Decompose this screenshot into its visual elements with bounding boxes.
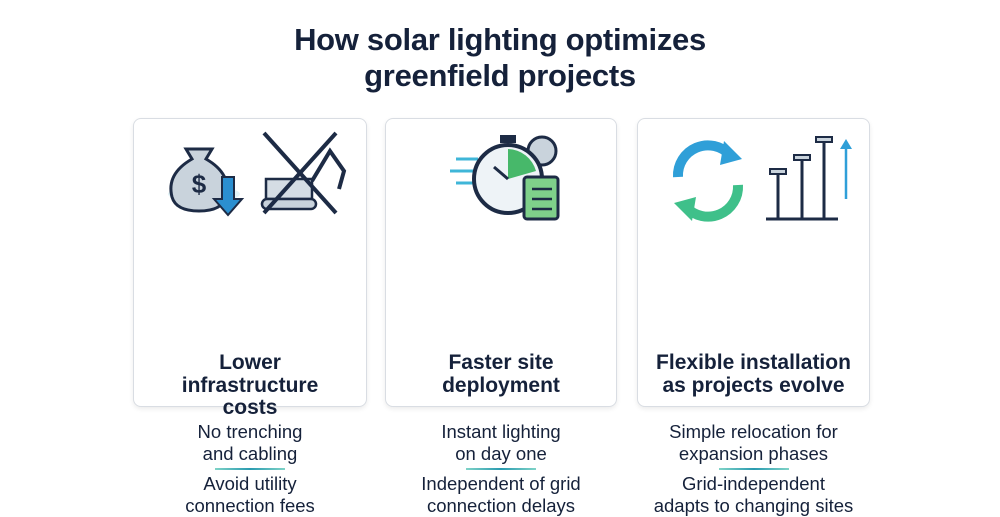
- divider: [215, 468, 285, 470]
- divider: [466, 468, 536, 470]
- icon: $: [168, 131, 347, 217]
- card-heading: Faster site deployment: [442, 351, 560, 397]
- svg-text:$: $: [192, 169, 207, 199]
- card-point: Grid-independent adapts to changing site…: [653, 473, 854, 516]
- card-point: Simple relocation for expansion phases: [669, 421, 838, 464]
- icon: [450, 135, 560, 221]
- icon: [672, 136, 852, 222]
- divider: [718, 468, 789, 470]
- card-point: Independent of grid connection delays: [421, 473, 581, 516]
- card: Flexible installation as projects evolve…: [637, 118, 870, 516]
- card-heading: Lower infrastructure costs: [181, 351, 319, 419]
- title: How solar lighting optimizes greenfield …: [294, 22, 706, 93]
- card: Faster site deployment Instant lighting …: [385, 118, 617, 516]
- card-point: No trenching and cabling: [197, 421, 303, 464]
- card-point: Avoid utility connection fees: [185, 473, 315, 516]
- card-heading: Flexible installation as projects evolve: [656, 351, 851, 397]
- card: $ Lower infrastructure costs No trenchin…: [133, 118, 367, 516]
- page: How solar lighting optimizes greenfield …: [133, 22, 870, 516]
- card-point: Instant lighting on day one: [441, 421, 561, 464]
